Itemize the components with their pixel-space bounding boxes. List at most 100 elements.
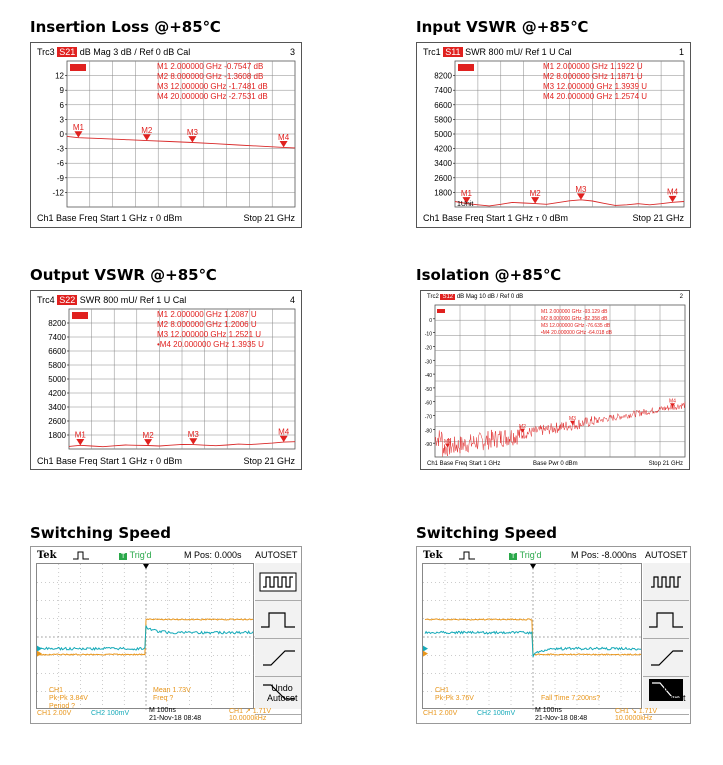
scope1-ch1-scale: CH1 2.00V (37, 710, 72, 717)
scope2-trig-t-icon: T (509, 553, 518, 560)
y-tick-label: -3 (57, 145, 65, 154)
scope2-mpos: M Pos: -8.000ns (571, 550, 637, 560)
marker-m3 (576, 193, 585, 200)
marker-label: M1 (444, 439, 451, 445)
ch1-waveform (38, 618, 254, 656)
scope1-trig-pulse-icon (73, 550, 89, 562)
y-tick-label: -10 (425, 332, 432, 338)
iso-trace-number: 2 (679, 294, 683, 300)
marker-readout: M4 20.000000 GHz -2.7531 dB (157, 92, 268, 101)
scope1-undo-autoset-button[interactable]: Undo Autoset (267, 683, 298, 703)
scope-rise: Tek T Trig'd M Pos: 0.000s AUTOSET Undo … (30, 546, 302, 724)
in-vswr-footer-right: Stop 21 GHz (632, 213, 684, 223)
marker-label: M3 (569, 416, 576, 422)
marker-label: M4 (278, 428, 290, 437)
scope1-rising-edge-button[interactable] (255, 639, 301, 677)
il-header-rest: dB Mag 3 dB / Ref 0 dB Cal (79, 47, 191, 57)
iso-header: Trc2 S12 dB Mag 10 dB / Ref 0 dB (427, 294, 523, 300)
marker-readout: M2 8.000000 GHz 1.2006 U (157, 320, 257, 329)
y-tick-label: -9 (57, 174, 65, 183)
scope2-ch1-meas: CH1 Pk-Pk 3.76V (435, 687, 474, 703)
in-vswr-trace-number: 1 (678, 47, 684, 57)
y-tick-label: 4200 (48, 389, 66, 398)
marker-readout: M3 12.000000 GHz -76.635 dB (541, 323, 611, 329)
y-tick-label: 5800 (434, 115, 452, 124)
iso-tag: S12 (440, 294, 456, 300)
scope1-single-pulse-button[interactable] (255, 601, 301, 639)
y-tick-label: 0 (60, 130, 65, 139)
out-vswr-footer-left: Ch1 Base Freq Start 1 GHz ⲧ 0 dBm (37, 456, 182, 466)
y-tick-label: 7400 (48, 333, 66, 342)
y-tick-label: 4200 (434, 145, 452, 154)
in-vswr-header-rest: SWR 800 mU/ Ref 1 U Cal (465, 47, 572, 57)
marker-label: M2 (141, 126, 153, 135)
scope2-rising-edge-button[interactable] (643, 639, 689, 677)
marker-label: M4 (667, 188, 679, 197)
marker-label: M3 (188, 430, 200, 439)
scope1-falling-edge-button[interactable] (255, 677, 301, 715)
marker-readout: M2 8.000000 GHz -82.358 dB (541, 316, 608, 322)
scope2-timebase: M 100ns (535, 707, 562, 714)
ch1-ground-marker (423, 650, 428, 657)
ch2-ground-marker (423, 645, 428, 652)
scope2-single-pulse-button[interactable] (643, 601, 689, 639)
marker-readout: M3 12.000000 GHz -1.7481 dB (157, 82, 268, 91)
out-vswr-trace-number: 4 (289, 295, 295, 305)
marker-label: M2 (519, 424, 526, 430)
marker-readout: M4 20.000000 GHz 1.2574 U (543, 92, 647, 101)
scope1-trig-status: T Trig'd (119, 550, 152, 560)
scope2-waveform-area (423, 564, 643, 710)
scope2-undo-autoset-button[interactable]: Undo Autoset (655, 683, 686, 703)
scope1-freq: Freq ? (153, 695, 174, 702)
y-tick-label: -12 (52, 188, 64, 197)
y-tick-label: 1800 (48, 431, 66, 440)
isolation-title: Isolation @+85℃ (416, 266, 562, 284)
in-vswr-tag: S11 (443, 47, 463, 57)
marker-m4 (670, 403, 675, 408)
scope1-square-wave-button[interactable] (255, 563, 301, 601)
scope1-ch1-pkpk: Pk-Pk 3.84V (49, 695, 88, 702)
marker-m4 (668, 195, 677, 203)
in-vswr-trc: Trc1 (423, 47, 441, 57)
trigger-position-marker (143, 564, 149, 569)
marker-readout: M1 2.000000 GHz 1.2087 U (157, 310, 257, 319)
marker-m2 (144, 439, 153, 446)
scope1-brand: Tek (37, 550, 57, 561)
scope2-trig-pulse-icon (459, 550, 475, 562)
isolation-chart: 0 -10 -20 -30 -40 -50 -60 -70 -80 -90 M1 M1 2.00000… (425, 304, 686, 458)
marker-m3 (189, 438, 198, 445)
scope2-screen (422, 563, 643, 710)
marker-m1 (462, 197, 471, 204)
scope1-ch1-meas-title: CH1 (49, 687, 64, 694)
scope1-ch1-meas: CH1 Pk-Pk 3.84V Period ? (49, 687, 88, 711)
ch2-ground-marker (37, 645, 42, 652)
scope1-trig-freq: 10.0000kHz (229, 715, 267, 722)
marker-m2 (520, 428, 525, 433)
scope2-ch1-pkpk: Pk-Pk 3.76V (435, 695, 474, 702)
scope1-autoset: AUTOSET (255, 550, 298, 560)
il-tag: S21 (57, 47, 78, 57)
scope1-ch1-period: Period ? (49, 703, 76, 710)
scope2-falling-edge-button[interactable] (643, 677, 689, 715)
y-tick-label: -90 (425, 442, 432, 448)
input-vswr-title: Input VSWR @+85℃ (416, 18, 589, 36)
scope2-square-wave-button[interactable] (643, 563, 689, 601)
switching-speed-title-2: Switching Speed (416, 524, 557, 542)
y-tick-label: 6600 (434, 101, 452, 110)
marker-m3 (570, 420, 575, 425)
scope2-fall-time: Fall Time 7.200ns? (541, 695, 601, 702)
y-tick-label: 8200 (434, 72, 452, 81)
trace-line (66, 135, 296, 149)
marker-readout: M3 12.000000 GHz 1.3939 U (543, 82, 647, 91)
scope1-mpos: M Pos: 0.000s (184, 550, 242, 560)
scope1-trig-level: CH1 ↗ 1.71V (229, 708, 272, 715)
ref-level-indicator (70, 64, 86, 71)
in-vswr-footer-left: Ch1 Base Freq Start 1 GHz ⲧ 0 dBm (423, 213, 568, 223)
y-tick-label: -30 (425, 359, 432, 365)
insertion-loss-chart: 12 9 6 3 0 -3 -6 -9 -12 M1 M1 2.000000 GHz -0.7547… (52, 60, 296, 208)
scope2-ch1-scale: CH1 2.00V (423, 710, 458, 717)
y-tick-label: 6600 (48, 347, 66, 356)
scope1-ch1-meas-2: Mean 1.73V Freq ? (153, 687, 191, 703)
in-vswr-header: Trc1 S11 SWR 800 mU/ Ref 1 U Cal (423, 47, 572, 57)
ch2-waveform (424, 630, 641, 658)
